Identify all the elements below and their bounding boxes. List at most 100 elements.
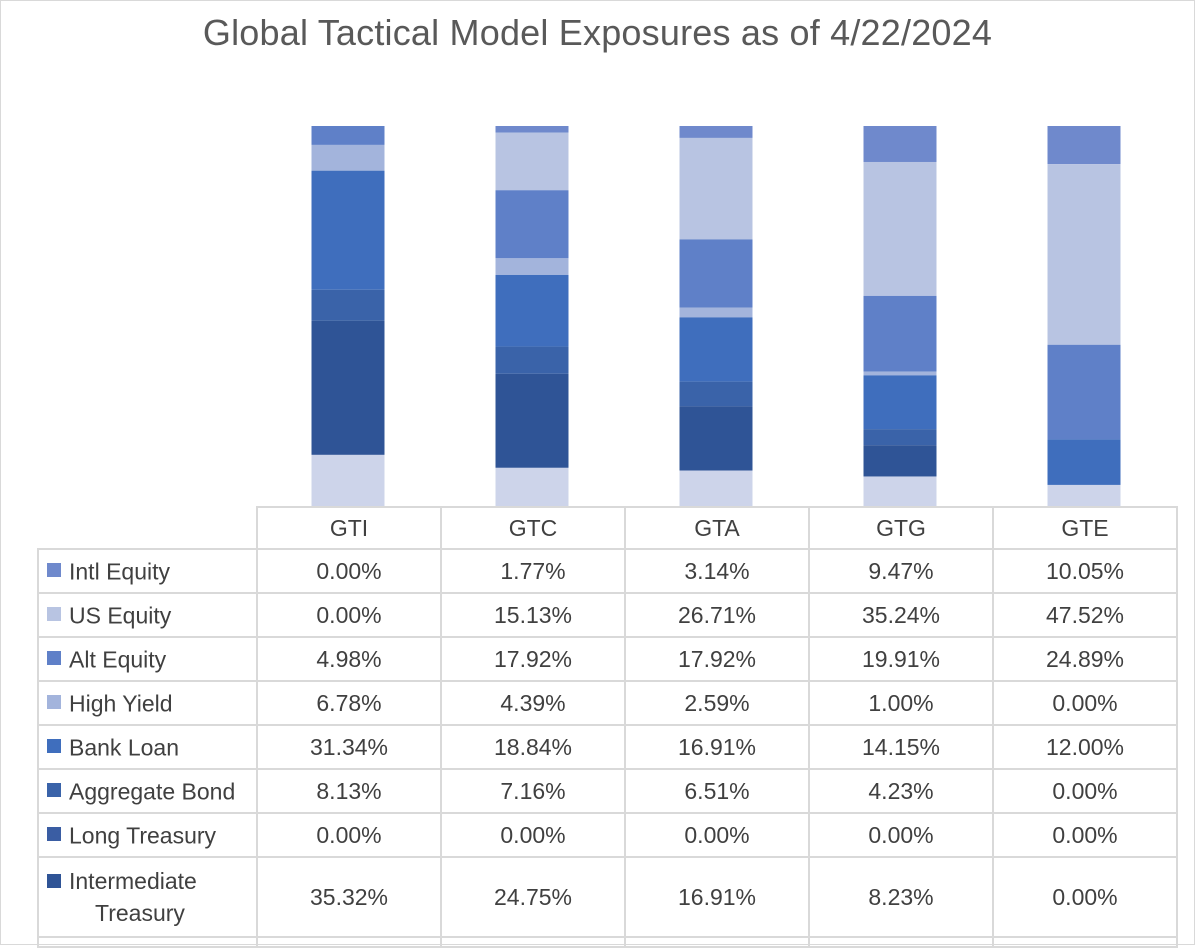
category-label: GTI [256,506,442,550]
data-label: 6.51% [624,768,810,814]
data-label: 17.92% [624,636,810,682]
data-label: 8.23% [808,856,994,938]
bar-segment-gta-us-equity [679,137,753,240]
data-label: 17.92% [440,636,626,682]
legend-label: High Yield [69,690,173,717]
data-label: 26.71% [624,592,810,638]
bar-segment-gtc-intl-equity [495,126,569,133]
data-label: 1.00% [808,680,994,726]
legend-swatch [47,738,61,753]
data-label: 0.00% [440,812,626,858]
bar-segment-gta-high-yield [679,307,753,318]
data-label: 16.91% [624,856,810,938]
data-label: 0.00% [256,592,442,638]
legend-swatch [47,650,61,665]
table-header-row: GTI GTC GTA GTG GTE [38,506,1178,550]
table-row: US Equity 0.00% 15.13% 26.71% 35.24% 47.52% [37,592,1178,638]
legend-entry: Aggregate Bond [37,768,258,814]
table-row: Aggregate Bond 8.13% 7.16% 6.51% 4.23% 0.00% [37,768,1178,814]
data-label: 4.23% [808,768,994,814]
data-label: 0.00% [808,812,994,858]
bar-segment-gta-aggregate-bond [679,381,753,407]
category-label: GTE [992,506,1178,550]
data-label: 0.00% [992,768,1178,814]
legend-entry: Intermediate Treasury [37,856,258,938]
bar-segment-gte-intl-equity [1047,126,1121,165]
bar-segment-gta-bank-loan [679,317,753,382]
empty-cell [37,936,258,948]
data-label: 9.47% [808,548,994,594]
data-label: 24.75% [440,856,626,938]
bar-segment-gta-intl-equity [679,126,753,138]
data-label: 7.16% [440,768,626,814]
category-label: GTC [440,506,626,550]
bar-segment-gtg-intermediate-treasury [863,445,937,477]
data-label: 0.00% [992,856,1178,938]
bar-segment-gtg-us-equity [863,161,937,296]
legend-label-line: Treasury [95,900,185,926]
category-label: GTG [808,506,994,550]
data-label: 0.00% [624,812,810,858]
empty-cell [992,936,1178,948]
stacked-bar-plot [311,126,1121,506]
data-table: GTI GTC GTA GTG GTE Intl Equity 0.00% 1.77% 3.14… [37,506,1178,948]
data-label: 1.77% [440,548,626,594]
table-corner [38,507,257,549]
bar-segment-gti-alt-equity [311,126,385,145]
bar-segment-gtg-remainder [863,476,937,506]
table-row-partial [37,936,1178,948]
table-row: Bank Loan 31.34% 18.84% 16.91% 14.15% 12.00% [37,724,1178,770]
legend-swatch [47,694,61,709]
table-row: Long Treasury 0.00% 0.00% 0.00% 0.00% 0.00% [37,812,1178,858]
data-label: 3.14% [624,548,810,594]
bar-segment-gti-remainder [311,454,385,506]
bar-segment-gtc-us-equity [495,132,569,191]
bar-segment-gti-high-yield [311,144,385,171]
data-label: 0.00% [256,548,442,594]
bar-segment-gtc-intermediate-treasury [495,373,569,468]
bar-segment-gtc-bank-loan [495,274,569,347]
data-label: 15.13% [440,592,626,638]
bar-segment-gtc-remainder [495,467,569,506]
bar-segment-gtg-bank-loan [863,375,937,430]
data-label: 0.00% [992,812,1178,858]
data-label: 4.39% [440,680,626,726]
data-label: 0.00% [256,812,442,858]
data-label: 31.34% [256,724,442,770]
bar-segment-gta-alt-equity [679,239,753,308]
data-label: 4.98% [256,636,442,682]
chart-title: Global Tactical Model Exposures as of 4/… [202,12,993,53]
bar-segment-gtg-high-yield [863,371,937,376]
empty-cell [440,936,626,948]
data-label: 24.89% [992,636,1178,682]
bar-segment-gti-bank-loan [311,170,385,290]
category-label: GTA [624,506,810,550]
legend-swatch [47,874,61,888]
bar-segment-gti-intermediate-treasury [311,320,385,455]
legend-label: Long Treasury [69,822,217,849]
data-label: 19.91% [808,636,994,682]
legend-swatch [47,826,61,841]
data-label: 6.78% [256,680,442,726]
data-label: 10.05% [992,548,1178,594]
legend-label: Intl Equity [69,558,170,585]
legend-label: Aggregate Bond [69,778,236,805]
bar-segment-gtc-aggregate-bond [495,346,569,374]
legend-entry: Alt Equity [37,636,258,682]
data-label: 12.00% [992,724,1178,770]
data-label: 35.32% [256,856,442,938]
data-label: 16.91% [624,724,810,770]
data-label: 0.00% [992,680,1178,726]
data-label: 47.52% [992,592,1178,638]
data-label: 2.59% [624,680,810,726]
legend-label: Intermediate Treasury [69,865,197,929]
legend-entry: Bank Loan [37,724,258,770]
bar-segment-gti-aggregate-bond [311,289,385,321]
legend-label: Alt Equity [69,646,167,673]
legend-label: US Equity [69,602,172,629]
legend-swatch [47,606,61,621]
legend-label-line: Intermediate [69,868,197,894]
legend-swatch [47,562,61,577]
data-label: 18.84% [440,724,626,770]
data-label: 14.15% [808,724,994,770]
